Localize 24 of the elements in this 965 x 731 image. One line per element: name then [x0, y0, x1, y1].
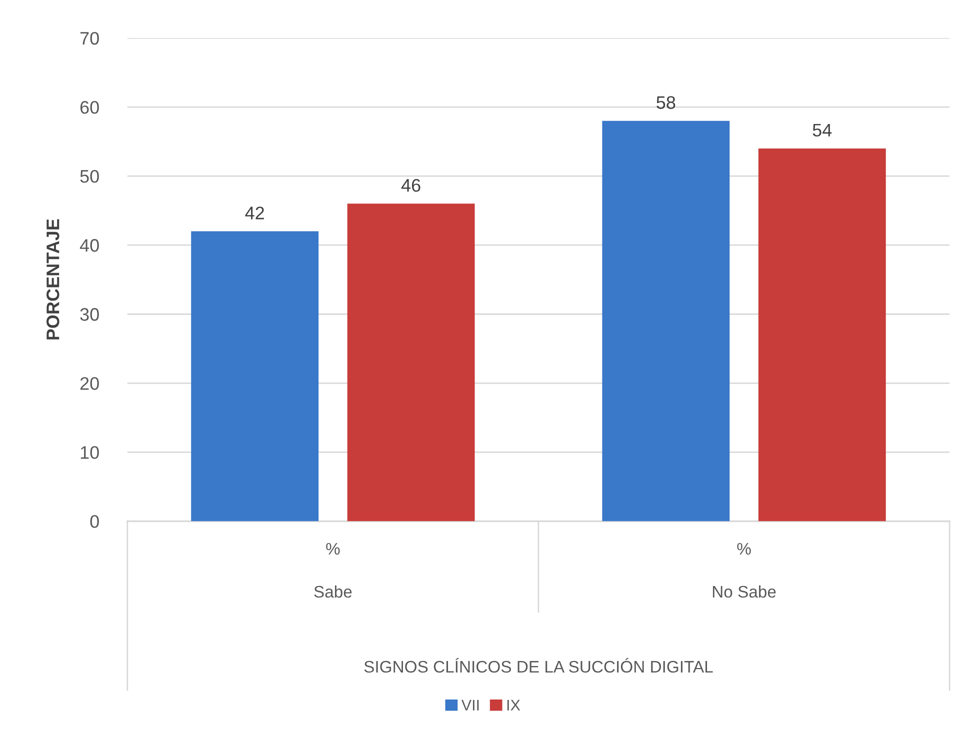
bar	[191, 231, 319, 522]
y-tick-label: 70	[80, 32, 99, 45]
legend-label: IX	[507, 700, 520, 710]
bar	[758, 148, 886, 522]
x-tick-label: Sabe	[314, 585, 352, 598]
text: %	[737, 542, 751, 555]
y-tick-label: 10	[80, 446, 99, 459]
y-tick-label: 60	[80, 100, 99, 114]
y-axis-title: PORCENTAJE	[46, 219, 60, 340]
y-tick-label: 50	[80, 170, 99, 183]
y-tick-label: 20	[80, 377, 99, 390]
text: %	[326, 542, 340, 555]
data-label: 42	[245, 206, 264, 220]
x-axis-title: SIGNOS CLÍNICOS DE LA SUCCIÓN DIGITAL	[364, 658, 713, 673]
legend-label: VII	[461, 700, 479, 710]
data-label: 58	[656, 96, 676, 109]
bar	[602, 120, 730, 522]
data-label: 46	[401, 178, 420, 192]
y-tick-label: 0	[90, 515, 99, 528]
data-label: 54	[812, 124, 832, 137]
bar	[347, 204, 475, 522]
y-tick-label: 40	[80, 239, 99, 252]
y-tick-label: 30	[80, 308, 99, 321]
x-tick-label: No Sabe	[712, 585, 776, 598]
